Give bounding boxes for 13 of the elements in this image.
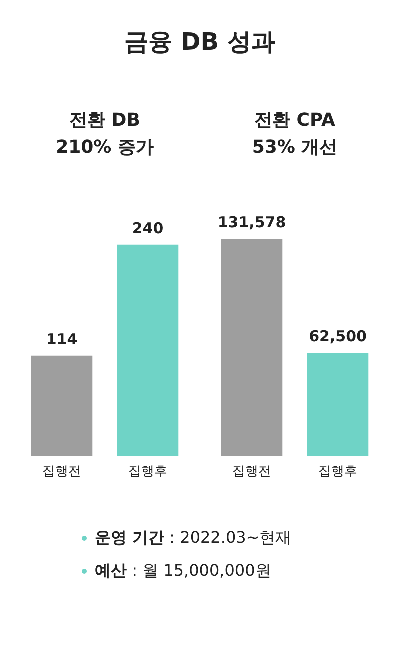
x-tick-label: 집행후 (128, 464, 168, 480)
data-label: 240 (132, 219, 164, 238)
text: 예산 : 월 15,000,000원 (95, 561, 272, 582)
x-tick-label: 집행전 (232, 464, 272, 480)
data-label: 114 (46, 330, 78, 348)
data-label: 62,500 (309, 328, 367, 346)
x-tick-label: 집행후 (318, 464, 358, 480)
text: 운영 기간 : 2022.03~현재 (95, 528, 292, 549)
chart-title: 전환 DB 210% 증가 (56, 110, 154, 158)
chart-title: 전환 CPA 53% 개선 (252, 110, 338, 158)
data-label: 131,578 (218, 213, 286, 232)
x-tick-label: 집행전 (42, 464, 82, 480)
text: 금융 DB 성과 (124, 27, 276, 58)
